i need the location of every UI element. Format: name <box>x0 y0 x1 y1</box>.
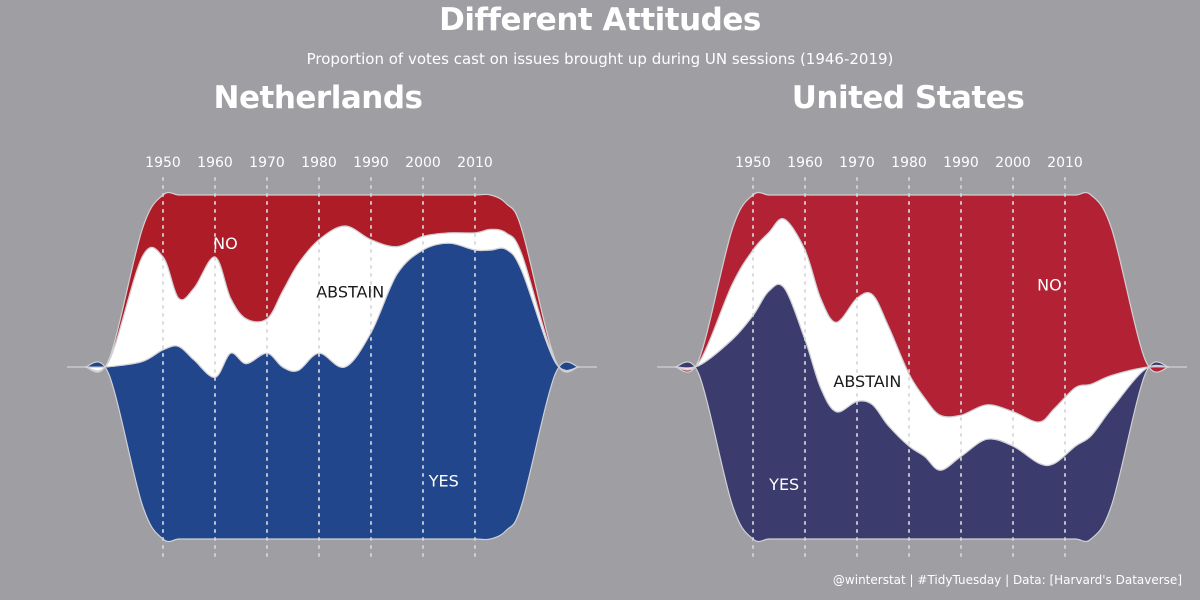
x-tick-2010-united-states: 2010 <box>1047 155 1083 171</box>
band-label-abstain-netherlands: ABSTAIN <box>316 282 384 301</box>
x-tick-2010-netherlands: 2010 <box>457 155 493 171</box>
x-tick-1950-netherlands: 1950 <box>145 155 181 171</box>
x-tick-1970-netherlands: 1970 <box>249 155 285 171</box>
x-tick-1980-united-states: 1980 <box>891 155 927 171</box>
chart-title: Different Attitudes <box>439 2 761 38</box>
x-tick-1970-united-states: 1970 <box>839 155 875 171</box>
x-tick-1960-netherlands: 1960 <box>197 155 233 171</box>
x-tick-1950-united-states: 1950 <box>735 155 771 171</box>
band-label-yes-netherlands: YES <box>428 472 459 491</box>
area-no-netherlands <box>84 191 580 373</box>
x-tick-2000-united-states: 2000 <box>995 155 1031 171</box>
panel-title-united-states: United States <box>791 80 1025 116</box>
x-tick-1960-united-states: 1960 <box>787 155 823 171</box>
panel-title-netherlands: Netherlands <box>213 80 423 116</box>
area-no-united-states <box>674 191 1170 423</box>
band-label-yes-united-states: YES <box>768 475 799 494</box>
stream-panel-netherlands: 1950 1960 1970 1980 1990 2000 2010 YES ABSTAIN NO <box>67 155 597 561</box>
band-label-no-united-states: NO <box>1037 275 1062 294</box>
stream-panel-united-states: 1950 1960 1970 1980 1990 2000 2010 YES ABSTAIN NO <box>657 155 1187 561</box>
chart-subtitle: Proportion of votes cast on issues broug… <box>306 50 894 68</box>
band-label-no-netherlands: NO <box>213 234 238 253</box>
x-tick-1990-netherlands: 1990 <box>353 155 389 171</box>
x-tick-1990-united-states: 1990 <box>943 155 979 171</box>
x-tick-2000-netherlands: 2000 <box>405 155 441 171</box>
band-label-abstain-united-states: ABSTAIN <box>833 372 901 391</box>
caption: @winterstat | #TidyTuesday | Data: [Harv… <box>832 573 1182 587</box>
x-tick-1980-netherlands: 1980 <box>301 155 337 171</box>
